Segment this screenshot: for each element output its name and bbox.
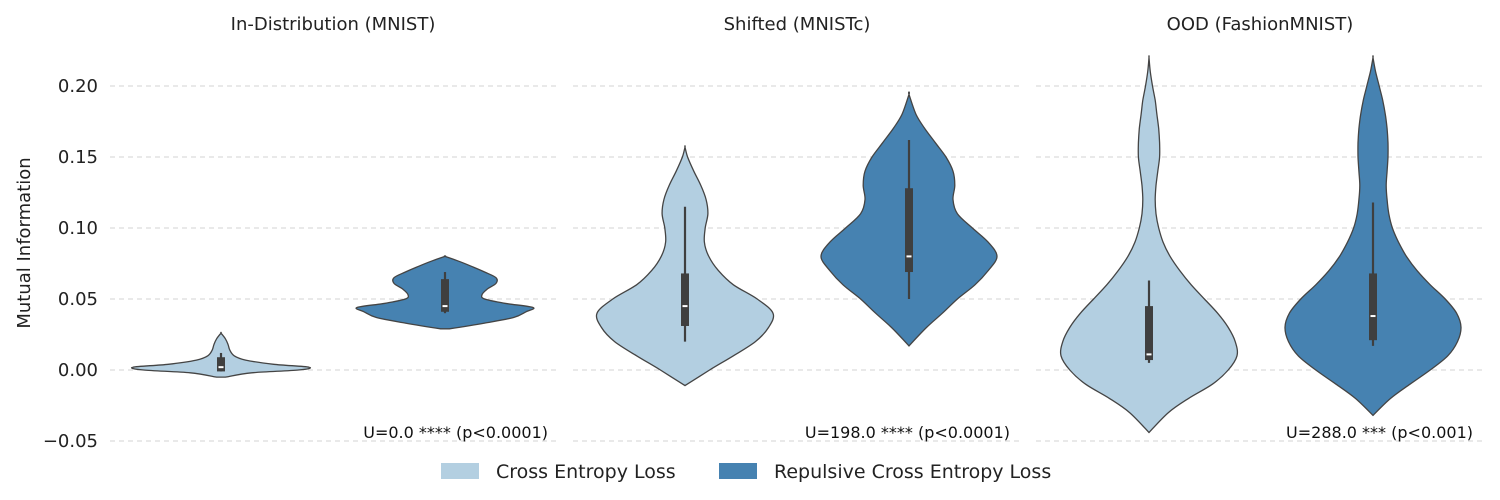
panel-title: OOD (FashionMNIST)	[1167, 14, 1354, 35]
violin-layer	[130, 55, 1462, 434]
significance-annotation: U=198.0 **** (p<0.0001)	[805, 423, 1010, 442]
violin-iqr-box	[1369, 273, 1377, 341]
grid-layer	[110, 85, 1482, 442]
violin-iqr-box	[441, 279, 449, 312]
y-tick-label: −0.05	[43, 431, 98, 452]
legend-swatch-cross-entropy	[441, 463, 479, 479]
y-tick-label: 0.20	[58, 76, 98, 97]
violin-iqr-box	[1145, 306, 1153, 361]
y-tick-label: 0.15	[58, 147, 98, 168]
violin-iqr-box	[217, 357, 225, 372]
y-tick-label: 0.00	[58, 360, 98, 381]
legend-label-cross-entropy: Cross Entropy Loss	[496, 461, 676, 483]
y-tick-label: 0.05	[58, 289, 98, 310]
violin-body	[1059, 55, 1239, 434]
panel-title: In-Distribution (MNIST)	[231, 14, 436, 35]
violin-iqr-box	[905, 188, 913, 273]
significance-annotation: U=288.0 *** (p<0.001)	[1286, 423, 1473, 442]
y-tick-label: 0.10	[58, 218, 98, 239]
y-axis-label: Mutual Information	[14, 157, 35, 328]
significance-annotation: U=0.0 **** (p<0.0001)	[363, 423, 548, 442]
legend-label-repulsive-cross-entropy: Repulsive Cross Entropy Loss	[774, 461, 1051, 483]
panel-title: Shifted (MNISTc)	[724, 14, 871, 35]
legend: Cross Entropy Loss Repulsive Cross Entro…	[441, 461, 1051, 483]
violin-iqr-box	[681, 273, 689, 326]
text-layer: Mutual Information −0.05 0.00 0.05 0.10 0.15…	[14, 14, 1473, 452]
legend-swatch-repulsive-cross-entropy	[719, 463, 757, 479]
